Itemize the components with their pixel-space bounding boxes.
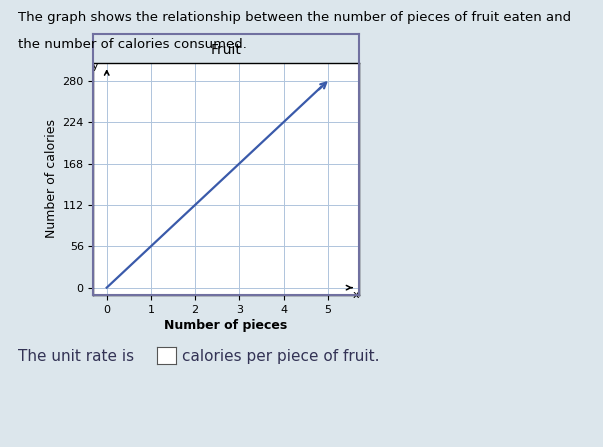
X-axis label: Number of pieces: Number of pieces <box>165 319 288 332</box>
Y-axis label: Number of calories: Number of calories <box>45 119 58 238</box>
Text: The graph shows the relationship between the number of pieces of fruit eaten and: The graph shows the relationship between… <box>18 11 571 24</box>
Text: Fruit: Fruit <box>210 42 242 56</box>
Text: calories per piece of fruit.: calories per piece of fruit. <box>182 349 380 364</box>
Text: The unit rate is: The unit rate is <box>18 349 134 364</box>
Text: the number of calories consumed.: the number of calories consumed. <box>18 38 247 51</box>
Text: y: y <box>92 61 98 71</box>
Text: x: x <box>352 290 359 300</box>
